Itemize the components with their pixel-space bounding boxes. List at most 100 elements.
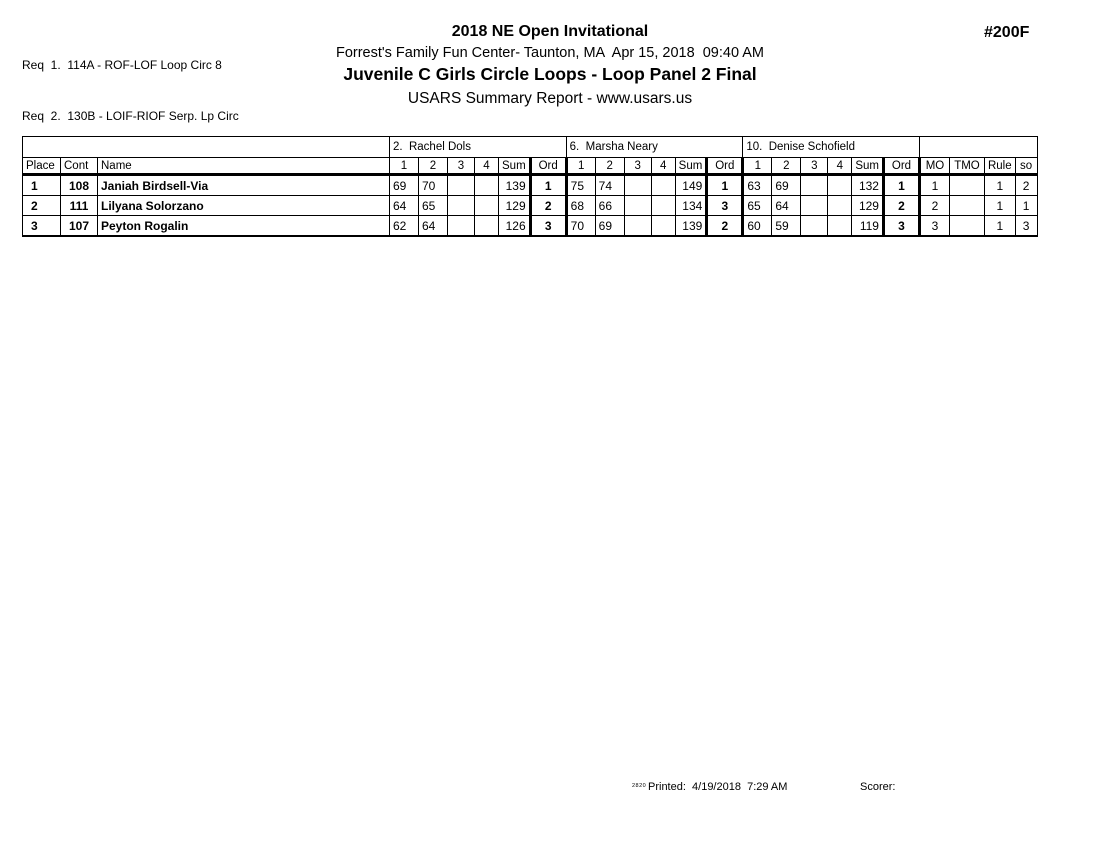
cell-place: 1 (22, 174, 61, 196)
col-header-sum: Sum (674, 157, 708, 176)
cell-score (623, 215, 652, 237)
cell-score: 63 (742, 174, 773, 196)
cell-name: Lilyana Solorzano (97, 195, 390, 216)
cell-sum: 139 (674, 215, 708, 237)
table-row: 1 108 Janiah Birdsell-Via 69 70 139 1 75 74 149 1 6… (22, 174, 1038, 196)
cell-cont: 111 (60, 195, 98, 216)
cell-score (827, 215, 853, 237)
col-header-score-2: 2 (594, 157, 625, 176)
results-table: 2. Rachel Dols 6. Marsha Neary 10. Denise … (22, 136, 1038, 237)
cell-place: 3 (22, 215, 61, 237)
cell-score (650, 195, 676, 216)
venue-date-line: Forrest's Family Fun Center- Taunton, MA… (335, 45, 765, 61)
judge-row-spacer-left (22, 136, 390, 158)
cell-tmo (948, 174, 985, 196)
cell-score: 62 (389, 215, 419, 237)
cell-score: 59 (771, 215, 802, 237)
cell-name: Janiah Birdsell-Via (97, 174, 390, 196)
cell-score: 70 (418, 174, 448, 196)
cell-rule: 1 (983, 215, 1016, 237)
cell-score: 69 (594, 215, 625, 237)
cell-ord: 3 (528, 215, 568, 237)
event-number: #200F (984, 24, 1030, 41)
cell-place: 2 (22, 195, 61, 216)
cell-name: Peyton Rogalin (97, 215, 390, 237)
col-header-mo: MO (918, 157, 950, 176)
col-header-score-1: 1 (389, 157, 419, 176)
cell-so: 1 (1014, 195, 1038, 216)
cell-ord: 2 (528, 195, 568, 216)
cell-score (827, 195, 853, 216)
competition-title: 2018 NE Open Invitational (451, 23, 649, 40)
cell-score: 68 (565, 195, 596, 216)
cell-score (650, 174, 676, 196)
cell-score (650, 215, 676, 237)
cell-score: 60 (742, 215, 773, 237)
col-header-score-2: 2 (418, 157, 448, 176)
cell-score (827, 174, 853, 196)
cell-mo: 2 (918, 195, 950, 216)
cell-ord: 2 (881, 195, 921, 216)
cell-score: 64 (771, 195, 802, 216)
cell-sum: 129 (498, 195, 531, 216)
col-header-sum: Sum (851, 157, 884, 176)
cell-score: 64 (389, 195, 419, 216)
footer-scorer-label: Scorer: (860, 781, 896, 793)
col-header-so: so (1014, 157, 1038, 176)
footer-printed-timestamp: Printed: 4/19/2018 7:29 AM (648, 781, 788, 793)
col-header-sum: Sum (498, 157, 531, 176)
col-header-score-1: 1 (742, 157, 773, 176)
cell-sum: 129 (851, 195, 884, 216)
col-header-score-2: 2 (771, 157, 802, 176)
cell-tmo (948, 215, 985, 237)
cell-rule: 1 (983, 195, 1016, 216)
col-header-ord: Ord (881, 157, 921, 176)
judge-header-1: 2. Rachel Dols (389, 136, 567, 158)
col-header-name: Name (97, 157, 390, 176)
cell-score (623, 174, 652, 196)
cell-sum: 119 (851, 215, 884, 237)
cell-score (474, 195, 499, 216)
cell-ord: 1 (705, 174, 745, 196)
cell-score (447, 195, 475, 216)
col-header-cont: Cont (60, 157, 98, 176)
cell-ord: 1 (881, 174, 921, 196)
cell-cont: 108 (60, 174, 98, 196)
col-header-score-4: 4 (650, 157, 676, 176)
col-header-place: Place (22, 157, 61, 176)
cell-score: 75 (565, 174, 596, 196)
table-row: 2 111 Lilyana Solorzano 64 65 129 2 68 66 134 3 65 6… (22, 195, 1038, 216)
cell-score: 70 (565, 215, 596, 237)
cell-score: 65 (742, 195, 773, 216)
col-header-score-3: 3 (623, 157, 652, 176)
cell-ord: 3 (705, 195, 745, 216)
cell-score (474, 174, 499, 196)
cell-cont: 107 (60, 215, 98, 237)
col-header-ord: Ord (705, 157, 745, 176)
cell-score (447, 174, 475, 196)
requirement-line-1: Req 1. 114A - ROF-LOF Loop Circ 8 (22, 58, 222, 72)
cell-score (800, 195, 829, 216)
event-title: Juvenile C Girls Circle Loops - Loop Pan… (343, 64, 757, 84)
cell-sum: 126 (498, 215, 531, 237)
cell-so: 3 (1014, 215, 1038, 237)
table-row: 3 107 Peyton Rogalin 62 64 126 3 70 69 139 2 60 59 11… (22, 215, 1038, 237)
col-header-score-4: 4 (474, 157, 499, 176)
cell-mo: 1 (918, 174, 950, 196)
cell-score: 69 (389, 174, 419, 196)
cell-score (623, 195, 652, 216)
cell-score: 64 (418, 215, 448, 237)
col-header-tmo: TMO (948, 157, 985, 176)
col-header-ord: Ord (528, 157, 568, 176)
cell-score (474, 215, 499, 237)
cell-ord: 3 (881, 215, 921, 237)
cell-so: 2 (1014, 174, 1038, 196)
col-header-score-1: 1 (565, 157, 596, 176)
cell-ord: 1 (528, 174, 568, 196)
cell-score (800, 174, 829, 196)
cell-rule: 1 (983, 174, 1016, 196)
cell-score (800, 215, 829, 237)
requirement-line-2: Req 2. 130B - LOIF-RIOF Serp. Lp Circ (22, 109, 239, 123)
cell-score: 65 (418, 195, 448, 216)
